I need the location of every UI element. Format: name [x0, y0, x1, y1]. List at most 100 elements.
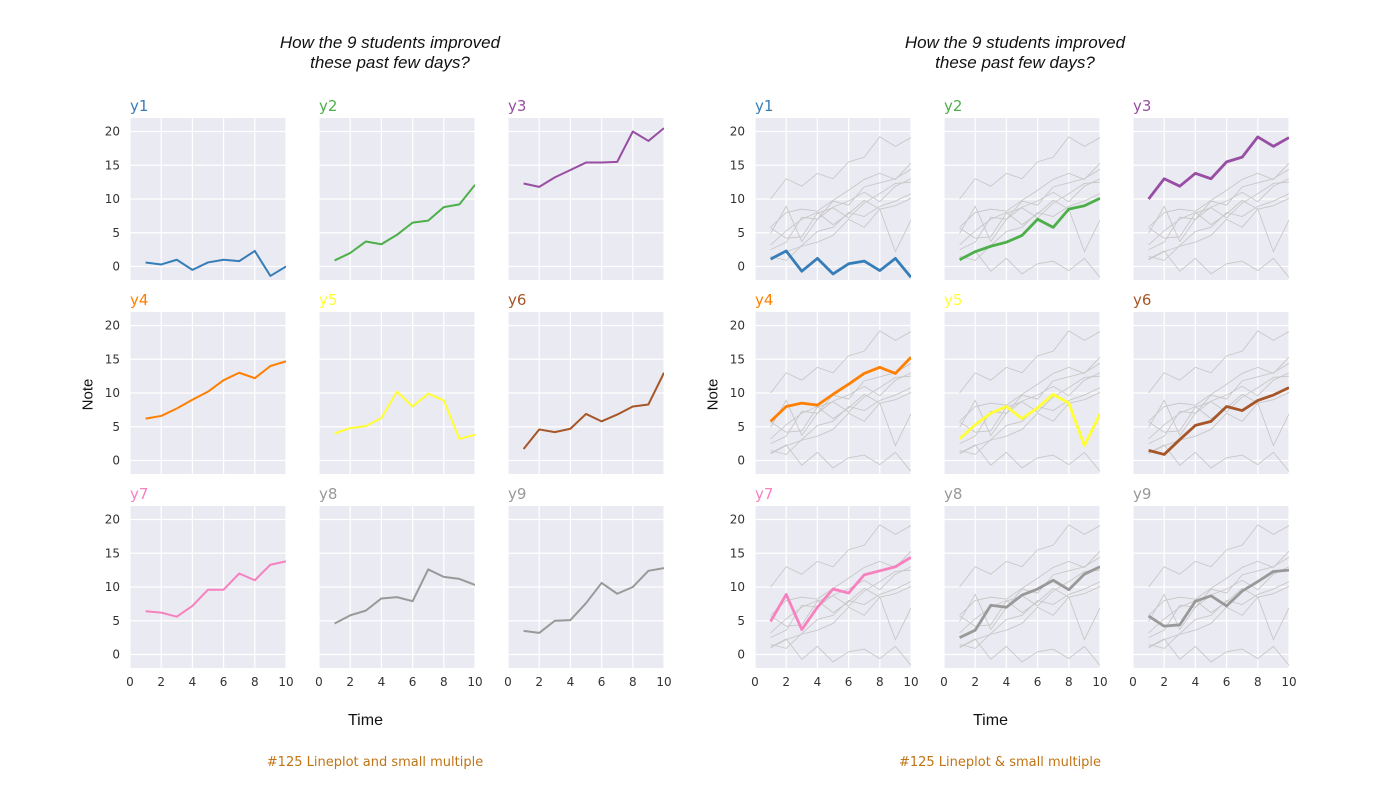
context-line-y4	[1148, 550, 1289, 616]
series-line-y8	[334, 568, 475, 625]
panel-title-y3: y3	[1133, 97, 1151, 115]
series-line-y5	[958, 392, 1100, 448]
context-line-y8	[959, 178, 1100, 251]
x-tick-label: 6	[845, 675, 853, 689]
context-line-y1	[1148, 250, 1289, 278]
x-tick-label: 10	[1281, 675, 1296, 689]
context-line-y6	[959, 193, 1100, 261]
y-tick-label: 15	[730, 158, 745, 172]
context-line-y4	[959, 550, 1100, 616]
context-line-y3	[959, 136, 1100, 200]
context-line-y6	[770, 581, 911, 649]
context-line-y3	[770, 524, 911, 588]
x-tick-label: 6	[1223, 675, 1231, 689]
context-line-y2	[959, 585, 1100, 649]
context-line-y2	[959, 391, 1100, 455]
y-tick-label: 15	[105, 352, 120, 366]
panel-y2: y2	[318, 97, 476, 280]
x-tick-label: 6	[1034, 675, 1042, 689]
panel-y6: y6	[507, 291, 665, 474]
panel-y4: y4 0 5 10 15 20	[730, 291, 912, 474]
figure-left: How the 9 students improved these past f…	[79, 33, 672, 770]
x-tick-label: 4	[1003, 675, 1011, 689]
context-line-y1	[770, 638, 911, 666]
panel-title-y7: y7	[130, 485, 148, 503]
series-line-y4	[769, 356, 911, 423]
context-line-y2	[770, 197, 911, 261]
y-tick-label: 15	[105, 158, 120, 172]
series-line-y1	[769, 249, 911, 279]
context-line-y1	[1148, 638, 1289, 666]
figure-right: How the 9 students improved these past f…	[625, 0, 1325, 796]
x-tick-label: 2	[346, 675, 354, 689]
x-tick-label: 4	[814, 675, 822, 689]
series-line-y7	[145, 560, 286, 618]
panel-y5: y5	[943, 291, 1101, 474]
y-tick-label: 15	[105, 546, 120, 560]
context-line-y9	[1148, 181, 1289, 239]
panel-title-y9: y9	[508, 485, 526, 503]
x-tick-label: 10	[467, 675, 482, 689]
panel-title-y4: y4	[130, 291, 148, 309]
context-line-y4	[770, 550, 911, 616]
context-line-y8	[770, 178, 911, 251]
context-line-y4	[1148, 162, 1289, 228]
x-axis-label: Time	[348, 712, 383, 729]
context-line-y3	[770, 330, 911, 394]
context-line-y9	[770, 375, 911, 433]
y-tick-label: 20	[730, 319, 745, 333]
panel-y7: y7 0 5 10 15 20 0 2 4 6 8 10	[730, 485, 919, 689]
panel-title-y1: y1	[755, 97, 773, 115]
series-line-y9	[523, 567, 664, 634]
x-tick-label: 0	[940, 675, 948, 689]
panel-title-y1: y1	[130, 97, 148, 115]
series-line-y5	[334, 390, 475, 440]
x-tick-label: 0	[1129, 675, 1137, 689]
y-tick-label: 0	[737, 454, 745, 468]
context-line-y4	[1148, 356, 1289, 422]
panel-y9: y9 0 2 4 6 8 10	[504, 485, 671, 689]
panel-y1: y1 0 5 10 15 20	[105, 97, 287, 280]
y-tick-label: 0	[737, 648, 745, 662]
panel-y4: y4 0 5 10 15 20	[105, 291, 287, 474]
panel-title-y6: y6	[1133, 291, 1151, 309]
y-tick-label: 10	[730, 580, 745, 594]
x-tick-label: 10	[656, 675, 671, 689]
context-line-y8	[959, 372, 1100, 445]
x-tick-label: 6	[409, 675, 417, 689]
x-tick-label: 2	[971, 675, 979, 689]
context-line-y2	[770, 391, 911, 455]
x-tick-label: 4	[189, 675, 197, 689]
context-line-y8	[1148, 372, 1289, 445]
context-line-y9	[770, 181, 911, 239]
x-tick-label: 6	[220, 675, 228, 689]
panel-y6: y6	[1132, 291, 1290, 474]
y-tick-label: 5	[112, 420, 120, 434]
context-line-y9	[959, 375, 1100, 433]
context-line-y9	[959, 569, 1100, 627]
y-tick-label: 0	[112, 648, 120, 662]
y-tick-label: 0	[112, 260, 120, 274]
series-line-y7	[769, 556, 911, 631]
panel-title-y6: y6	[508, 291, 526, 309]
context-line-y8	[1148, 566, 1289, 639]
context-line-y1	[770, 444, 911, 472]
series-line-y6	[1148, 386, 1289, 456]
context-line-y7	[770, 168, 911, 243]
context-line-y2	[770, 585, 911, 649]
context-line-y6	[1148, 581, 1289, 649]
x-tick-label: 2	[782, 675, 790, 689]
context-line-y2	[1148, 585, 1289, 649]
series-line-y6	[522, 372, 664, 450]
context-line-y9	[1148, 375, 1289, 433]
x-tick-label: 8	[1254, 675, 1262, 689]
y-tick-label: 0	[737, 260, 745, 274]
panel-title-y8: y8	[319, 485, 337, 503]
context-line-y3	[1148, 524, 1289, 588]
context-line-y8	[770, 372, 911, 445]
y-tick-label: 10	[105, 580, 120, 594]
y-tick-label: 20	[730, 513, 745, 527]
y-tick-label: 15	[730, 352, 745, 366]
